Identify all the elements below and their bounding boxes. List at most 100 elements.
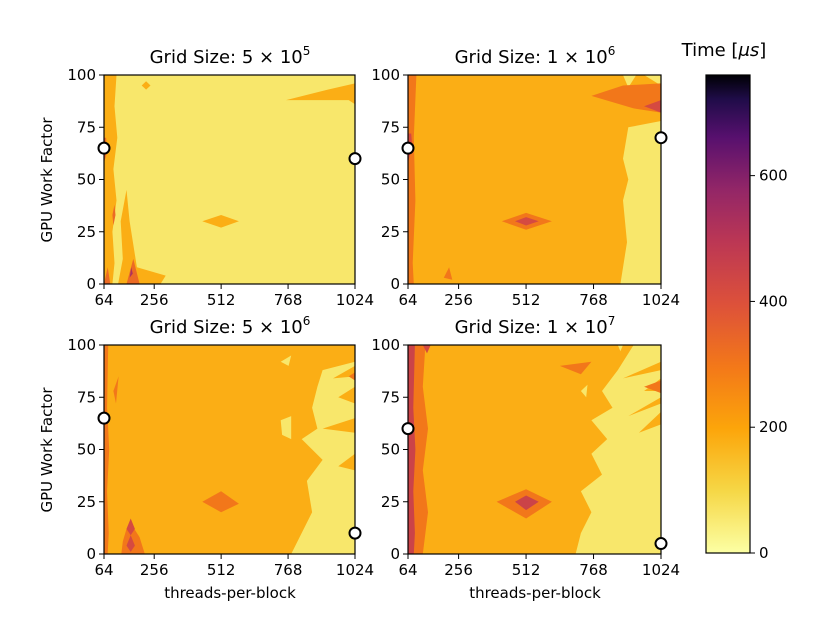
panel-2-contour-5 (113, 376, 119, 404)
panel-1-y-tick-label-3: 75 (381, 118, 400, 136)
panel-1-optimum-marker-0 (401, 141, 415, 155)
panel-3-contour-6 (559, 361, 592, 375)
colorbar-tick-label-1: 200 (759, 418, 788, 436)
panel-1-y-tick-label-1: 25 (381, 223, 400, 241)
panel-2-markers (97, 411, 362, 540)
panel-1-contour-0 (408, 75, 661, 284)
colorbar-tick-label-2: 400 (759, 292, 788, 310)
panel-2-x-tick-label-0: 64 (94, 561, 113, 579)
panel-3-contour-2 (580, 384, 588, 398)
panel-3-markers (401, 422, 668, 551)
panel-1-x-tick-label-4: 1024 (642, 291, 680, 309)
panel-3-contour-1 (575, 345, 661, 554)
panel-1-contour-2 (644, 75, 661, 86)
panel-2-contour-7 (121, 524, 145, 554)
panel-1-y-tick-label-4: 100 (371, 66, 400, 84)
colorbar: 0 200 400 600 Time [μs] (681, 40, 788, 562)
panel-1-contour-5 (591, 83, 661, 113)
panel-0-optimum-marker-1 (348, 152, 362, 166)
panel-1-contour-10 (644, 100, 661, 113)
colorbar-tick-label-3: 600 (759, 167, 788, 185)
panel-2-y-tick-label-1: 25 (77, 493, 96, 511)
panel-3-x-tick-label-2: 512 (512, 561, 541, 579)
panel-1-contour-9 (515, 217, 539, 226)
panel-3-x-tick-label-1: 256 (444, 561, 473, 579)
panel-2-contour-6 (202, 491, 239, 513)
panel-1-x-ticks: 64 256 512 768 1024 (398, 284, 680, 309)
panel-3-contour-7 (644, 380, 661, 394)
panel-0-contour-5 (141, 81, 151, 90)
panel-0-x-tick-label-3: 768 (274, 291, 303, 309)
panel-2-x-ticks: 64 256 512 768 1024 (94, 554, 374, 579)
panel-1: 0 25 50 75 100 64 256 512 768 1024 Grid Size: 1 … (371, 44, 680, 309)
panel-3-contour-8 (408, 345, 416, 554)
panel-3-y-tick-label-3: 75 (381, 388, 400, 406)
panel-0-y-tick-label-0: 0 (86, 275, 96, 293)
panel-2-contour-4 (104, 345, 110, 554)
panel-0-contour-8 (104, 267, 111, 284)
panel-1-contour-3 (623, 75, 637, 88)
panel-0-x-tick-label-2: 512 (207, 291, 236, 309)
panel-0-y-tick-label-2: 50 (77, 171, 96, 189)
panel-3: 0 25 50 75 100 64 256 512 768 1024 Grid Size: 1 … (371, 314, 680, 579)
panel-1-x-tick-label-2: 512 (512, 291, 541, 309)
panel-3-optimum-marker-1 (654, 537, 668, 551)
panel-2-y-tick-label-4: 100 (67, 336, 96, 354)
y-axis-label-bottom: GPU Work Factor (38, 387, 56, 513)
y-axis-label-top: GPU Work Factor (38, 117, 56, 243)
panel-0-contour-9 (112, 204, 116, 226)
panel-3-x-tick-label-3: 768 (579, 561, 608, 579)
panel-3-y-tick-label-2: 50 (381, 441, 400, 459)
panel-3-x-tick-label-0: 64 (398, 561, 417, 579)
panel-3-optimum-marker-0 (401, 422, 415, 436)
panel-3-title: Grid Size: 1 × 107 (455, 314, 616, 338)
panel-1-markers (401, 131, 668, 155)
panel-0-contour-0 (104, 75, 355, 284)
panel-0-contour-10 (129, 267, 133, 278)
panel-2-contour-3 (280, 355, 292, 366)
panel-3-contour-10 (422, 345, 431, 354)
panel-2-y-tick-label-3: 75 (77, 388, 96, 406)
panel-0-title: Grid Size: 5 × 105 (150, 44, 311, 68)
panel-2-y-ticks: 0 25 50 75 100 (67, 336, 104, 563)
panel-0: 0 25 50 75 100 64 256 512 768 1024 Grid Size: 5 … (67, 44, 374, 309)
panel-2-contour-9 (126, 518, 135, 536)
panel-3-y-tick-label-4: 100 (371, 336, 400, 354)
panel-3-contour-3 (617, 345, 623, 352)
panel-0-x-tick-label-1: 256 (140, 291, 169, 309)
panel-2-x-tick-label-3: 768 (274, 561, 303, 579)
panel-0-optimum-marker-0 (97, 141, 111, 155)
panel-1-contour-1 (620, 121, 661, 284)
x-axis-label-left: threads-per-block (164, 584, 296, 602)
panel-0-x-ticks: 64 256 512 768 1024 (94, 284, 374, 309)
panel-3-contour-9 (515, 495, 539, 511)
panel-0-y-tick-label-4: 100 (67, 66, 96, 84)
panel-2-contours (104, 345, 355, 554)
panel-0-markers (97, 141, 362, 166)
panel-1-y-tick-label-2: 50 (381, 171, 400, 189)
panel-2-contour-10 (126, 535, 135, 552)
panel-0-contour-7 (126, 258, 140, 284)
panel-2-x-tick-label-1: 256 (140, 561, 169, 579)
panel-3-y-tick-label-1: 25 (381, 493, 400, 511)
panel-2-x-tick-label-4: 1024 (336, 561, 374, 579)
panel-1-contours (408, 75, 661, 284)
panel-2-x-tick-label-2: 512 (207, 561, 236, 579)
panel-2-contour-2 (280, 416, 292, 440)
panel-1-y-tick-label-0: 0 (390, 275, 400, 293)
panel-2-contour-0 (104, 345, 355, 554)
panel-1-x-tick-label-0: 64 (398, 291, 417, 309)
panel-1-x-tick-label-3: 768 (579, 291, 608, 309)
panel-1-contour-7 (443, 267, 453, 280)
panel-3-contours (408, 345, 661, 554)
colorbar-tick-label-0: 0 (759, 544, 769, 562)
panel-2-optimum-marker-1 (348, 526, 362, 540)
panel-0-contour-3 (286, 83, 355, 105)
panel-0-x-tick-label-0: 64 (94, 291, 113, 309)
panel-1-x-tick-label-1: 256 (444, 291, 473, 309)
panel-0-x-tick-label-4: 1024 (336, 291, 374, 309)
panel-3-x-ticks: 64 256 512 768 1024 (398, 554, 680, 579)
panel-3-y-tick-label-0: 0 (390, 545, 400, 563)
panel-1-contour-4 (408, 75, 417, 284)
